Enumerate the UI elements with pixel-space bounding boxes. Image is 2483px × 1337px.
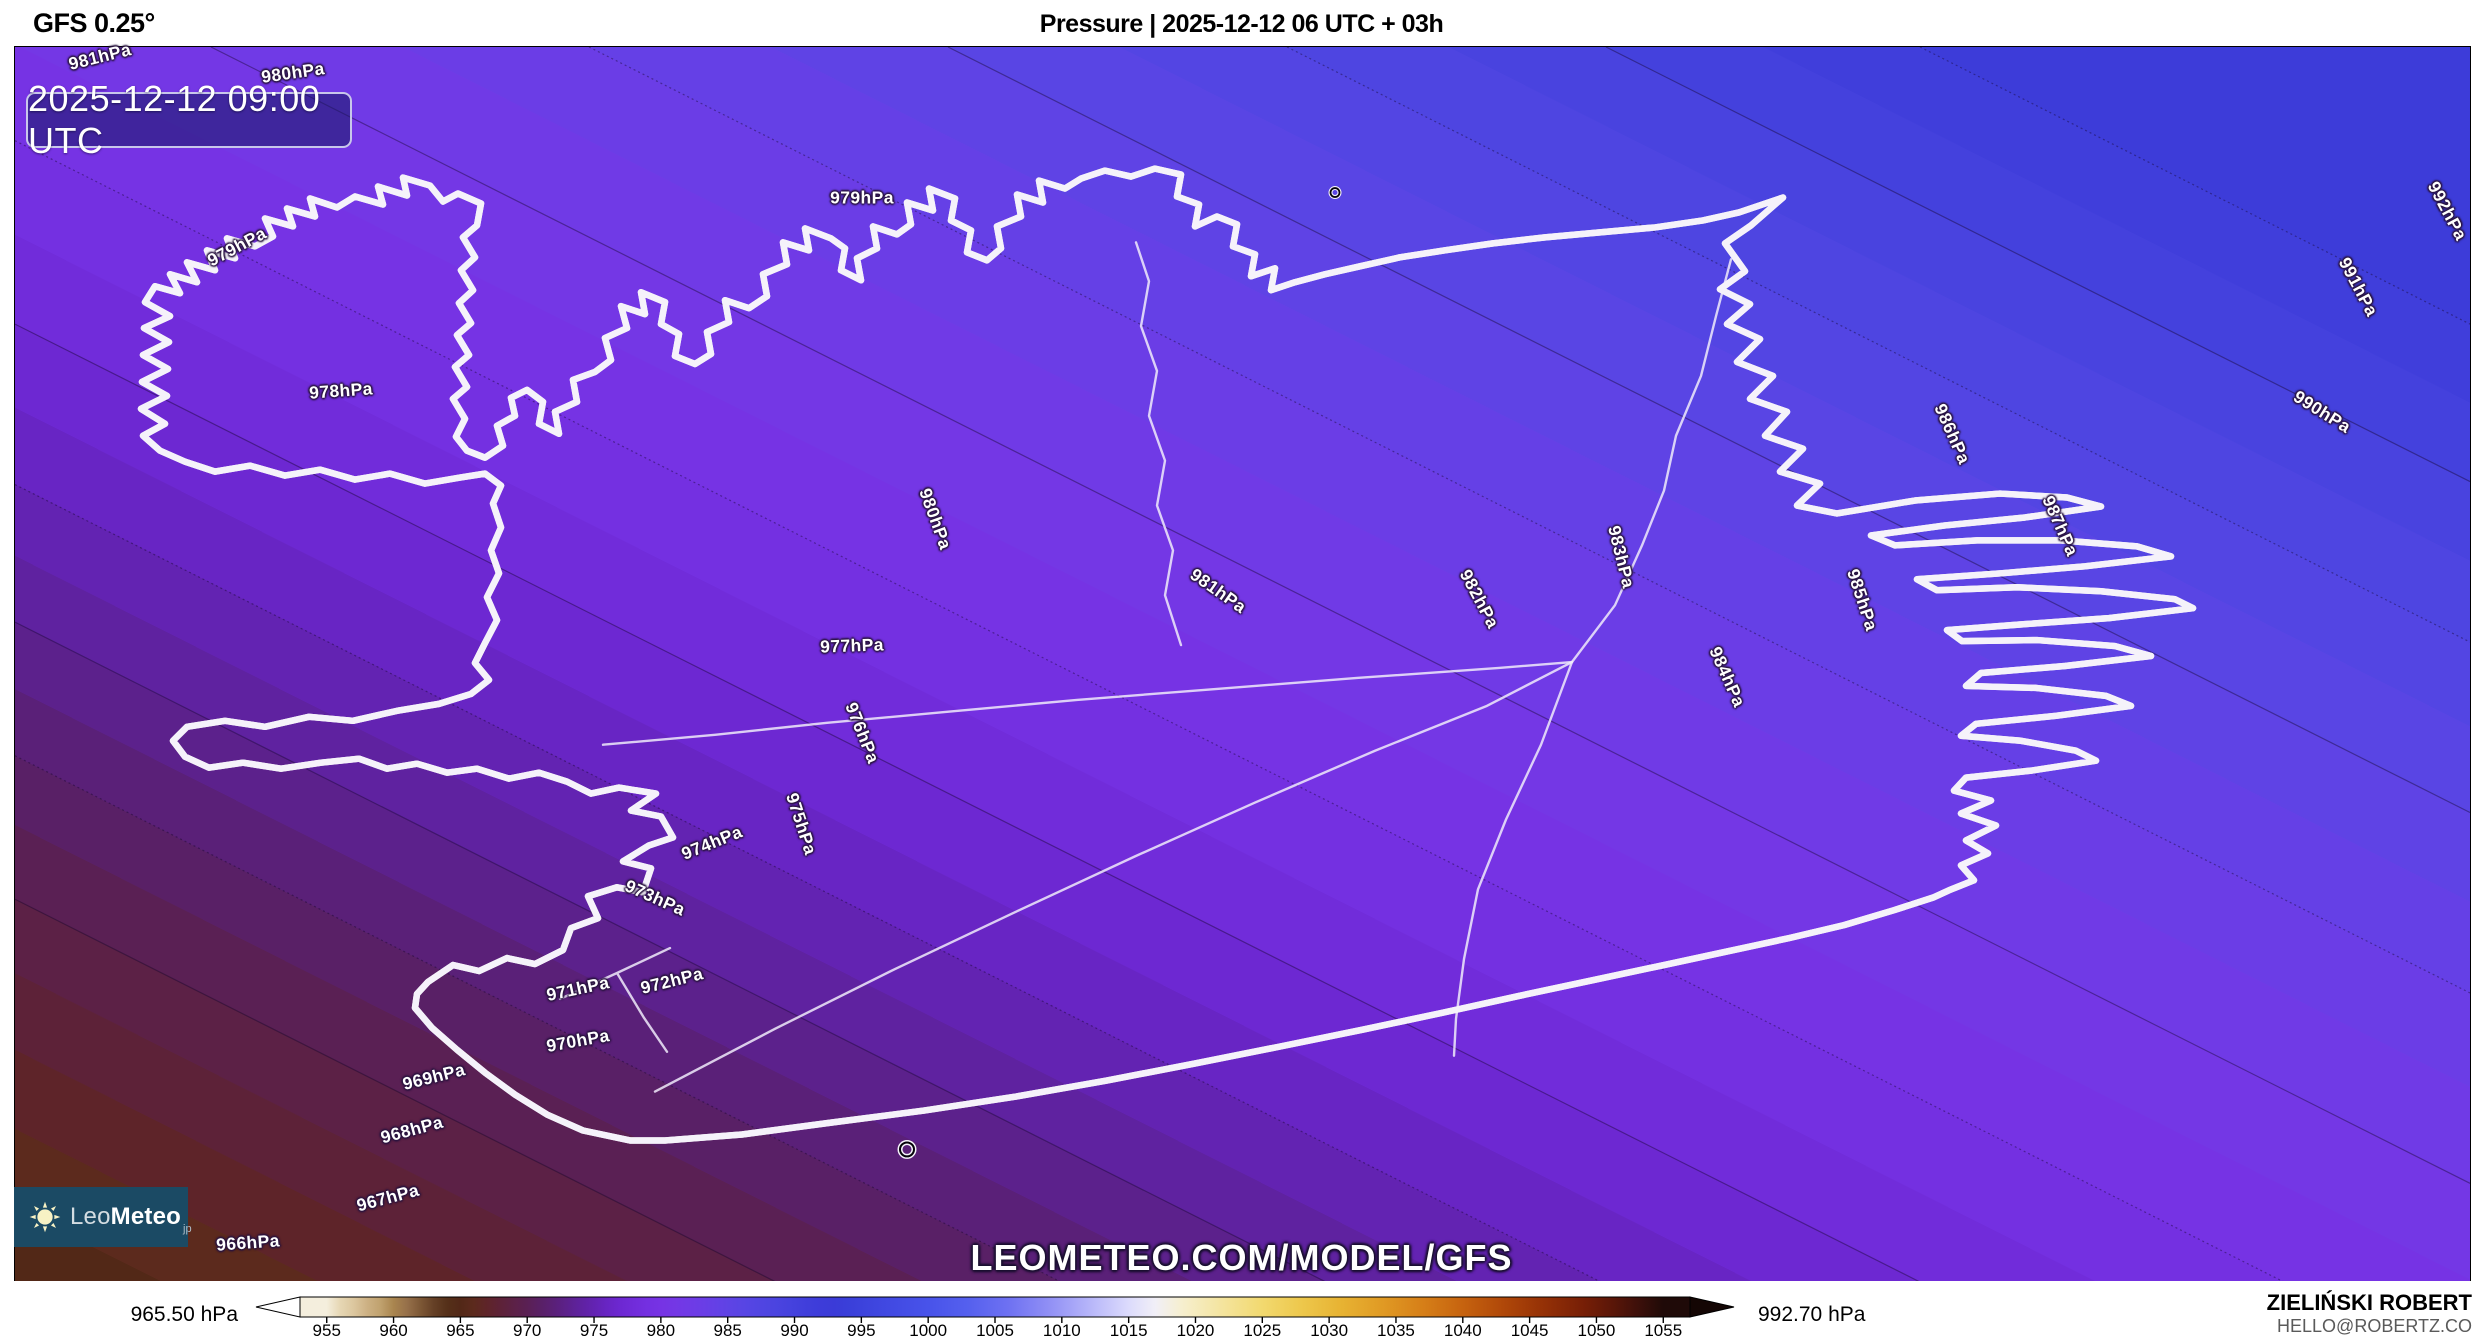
watermark-url: LEOMETEO.COM/MODEL/GFS <box>970 1237 1513 1278</box>
leometeo-logo: LeoMeteo jp <box>14 1187 192 1247</box>
colorbar-tick-label: 985 <box>714 1321 742 1337</box>
colorbar-tick-label: 1015 <box>1110 1321 1148 1337</box>
colorbar-tick-label: 1010 <box>1043 1321 1081 1337</box>
colorbar-tick-label: 1040 <box>1444 1321 1482 1337</box>
sun-icon <box>29 1201 61 1233</box>
timestamp-badge: 2025-12-12 09:00 UTC <box>26 78 352 161</box>
colorbar-tick-label: 1045 <box>1511 1321 1549 1337</box>
credit-name: ZIELIŃSKI ROBERT <box>2266 1290 2472 1315</box>
colorbar-tick-label: 1000 <box>909 1321 947 1337</box>
page-title: Pressure | 2025-12-12 06 UTC + 03h <box>1039 10 1444 38</box>
colorbar-tick-label: 995 <box>847 1321 875 1337</box>
colorbar-tick-label: 1055 <box>1644 1321 1682 1337</box>
colorbar-tick-label: 1035 <box>1377 1321 1415 1337</box>
colorbar-tick-label: 1025 <box>1243 1321 1281 1337</box>
logo-suffix: jp <box>183 1223 192 1235</box>
colorbar-tick-label: 990 <box>780 1321 808 1337</box>
colorbar-tick-label: 980 <box>647 1321 675 1337</box>
iceland-coastline <box>137 169 2197 1159</box>
graticule-lines <box>558 241 1733 1093</box>
logo-text-bold: Meteo <box>110 1203 181 1230</box>
colorbar-tick-label: 955 <box>313 1321 341 1337</box>
colorbar-gradient <box>299 1296 1691 1318</box>
colorbar-max-label: 992.70 hPa <box>1758 1303 1866 1326</box>
credit-email: HELLO@ROBERTZ.CO <box>2277 1316 2472 1336</box>
map-canvas <box>15 47 2470 1282</box>
colorbar-min-label: 965.50 hPa <box>130 1303 238 1326</box>
colorbar-tick-label: 1020 <box>1177 1321 1215 1337</box>
colorbar-tick-label: 975 <box>580 1321 608 1337</box>
colorbar-tick-label: 965 <box>446 1321 474 1337</box>
colorbar-left-arrow <box>255 1296 301 1318</box>
colorbar-tick-label: 1005 <box>976 1321 1014 1337</box>
colorbar: 955 960 965 970 975 980 985 990 995 1000 1005 1010 1… <box>255 1296 1735 1337</box>
colorbar-tick-label: 1050 <box>1578 1321 1616 1337</box>
logo-text-light: Leo <box>70 1203 111 1230</box>
colorbar-right-arrow <box>1689 1296 1735 1318</box>
logo-text: LeoMeteo <box>70 1203 181 1231</box>
colorbar-ticks: 955 960 965 970 975 980 985 990 995 1000 1005 1010 1… <box>313 1317 1682 1337</box>
colorbar-strip: 965.50 hPa 955 960 965 970 975 980 985 990 995 10… <box>0 1281 2483 1337</box>
colorbar-tick-label: 1030 <box>1310 1321 1348 1337</box>
pressure-map <box>14 46 2471 1283</box>
colorbar-tick-label: 960 <box>379 1321 407 1337</box>
model-name: GFS 0.25° <box>33 8 155 38</box>
isobar-lines <box>15 47 2470 1282</box>
colorbar-tick-label: 970 <box>513 1321 541 1337</box>
